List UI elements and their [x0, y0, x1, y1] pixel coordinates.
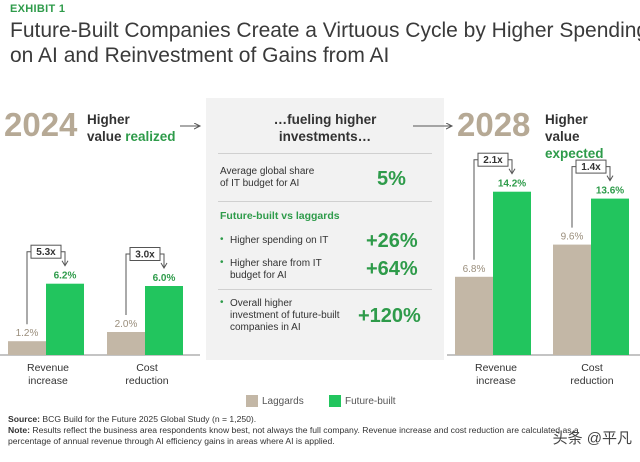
left-cat-1: Revenue increase — [0, 362, 96, 388]
left-desc-realized: realized — [125, 129, 176, 144]
left-cat-1-line2: increase — [28, 375, 68, 387]
item-2-line1: Higher share from IT — [230, 258, 322, 269]
legend-label-future-built: Future-built — [345, 396, 396, 407]
watermark-text: 头条 @平凡 — [552, 430, 632, 447]
item-3-line2: investment of future-built — [230, 310, 340, 321]
left-label-laggards-1: 1.2% — [16, 328, 39, 339]
left-cat-2-line1: Cost — [136, 362, 158, 374]
right-desc-value: value — [545, 129, 580, 144]
right-cat-2: Cost reduction — [544, 362, 640, 388]
left-bar-future-built-1 — [46, 283, 84, 355]
left-multiplier-box-1 — [30, 244, 62, 259]
item-3-value: +120% — [358, 305, 421, 327]
left-bar-future-built-2 — [145, 286, 183, 355]
left-multiplier-label-1: 5.3x — [36, 247, 56, 258]
right-label-laggards-1: 6.8% — [463, 264, 486, 275]
middle-head-line1: …fueling higher — [273, 112, 377, 127]
title-line-1: Future-Built Companies Create a Virtuous… — [10, 19, 640, 42]
avg-share-label: Average global share of IT budget for AI — [220, 166, 314, 190]
right-bar-future-built-1 — [493, 191, 531, 355]
left-bar-laggards-2 — [107, 332, 145, 355]
right-multiplier-label-1: 2.1x — [483, 155, 503, 166]
item-2-value: +64% — [366, 258, 418, 280]
middle-divider-3 — [218, 289, 432, 290]
right-multiplier-box-1 — [477, 152, 509, 167]
right-bar-laggards-2 — [553, 244, 591, 355]
middle-divider-1 — [218, 153, 432, 154]
avg-share-value: 5% — [377, 168, 406, 190]
right-cat-1: Revenue increase — [448, 362, 544, 388]
footer-note: Note: Results reflect the business area … — [0, 425, 640, 436]
left-cat-1-line1: Revenue — [26, 362, 70, 374]
footer: Source: BCG Build for the Future 2025 Gl… — [0, 414, 640, 447]
right-cat-2-line2: reduction — [570, 375, 614, 387]
chart-title: Future-Built Companies Create a Virtuous… — [10, 18, 640, 68]
item-2-line2: budget for AI — [230, 270, 287, 281]
right-cat-1-line1: Revenue — [474, 362, 518, 374]
left-multiplier-box-2 — [129, 247, 161, 261]
avg-share-line2: of IT budget for AI — [220, 178, 300, 189]
right-multiplier-box-2 — [575, 159, 607, 174]
bullet-icon: • — [220, 257, 224, 268]
right-bar-laggards-1 — [455, 276, 493, 355]
middle-panel-header: …fueling higher investments… — [206, 111, 444, 145]
left-panel-desc: Higher value realized — [87, 111, 176, 145]
right-multiplier-arrow-2 — [606, 175, 614, 182]
item-3-label: Overall higher investment of future-buil… — [230, 298, 340, 334]
right-bar-future-built-2 — [591, 198, 629, 355]
item-3-line3: companies in AI — [230, 322, 301, 333]
avg-share-line1: Average global share — [220, 166, 315, 177]
right-desc-line1: Higher — [545, 112, 588, 127]
left-label-future-built-2: 6.0% — [153, 273, 176, 284]
bullet-icon: • — [220, 234, 224, 245]
item-1-line1: Higher spending on IT — [230, 235, 329, 246]
middle-panel — [206, 98, 444, 360]
section-title: Future-built vs laggards — [220, 210, 340, 222]
legend-swatch-future-built — [329, 395, 341, 407]
title-line-2: on AI and Reinvestment of Gains from AI — [10, 44, 390, 67]
item-3-line1: Overall higher — [230, 298, 293, 309]
left-label-laggards-2: 2.0% — [115, 319, 138, 330]
left-desc-value: value — [87, 129, 126, 144]
item-2-label: Higher share from IT budget for AI — [230, 258, 322, 282]
right-cat-1-line2: increase — [476, 375, 516, 387]
year-2028: 2028 — [457, 106, 531, 143]
bullet-icon: • — [220, 297, 224, 308]
right-panel-desc: Higher value expected — [545, 111, 640, 162]
right-cat-2-line1: Cost — [581, 362, 603, 374]
footer-note-line2: percentage of annual revenue through AI … — [8, 436, 335, 446]
left-multiplier-arrow-1 — [61, 260, 69, 267]
left-label-future-built-1: 6.2% — [54, 271, 77, 282]
item-1-label: Higher spending on IT — [230, 235, 328, 247]
left-desc-line1: Higher — [87, 112, 130, 127]
year-2024: 2024 — [4, 106, 78, 143]
middle-head-line2: investments… — [278, 129, 372, 144]
source-text: BCG Build for the Future 2025 Global Stu… — [40, 414, 257, 424]
exhibit-label: EXHIBIT 1 — [10, 3, 66, 15]
right-multiplier-arrow-1 — [508, 168, 516, 175]
legend-label-laggards: Laggards — [262, 396, 304, 407]
right-label-future-built-2: 13.6% — [596, 186, 624, 197]
left-cat-2: Cost reduction — [98, 362, 196, 388]
right-label-laggards-2: 9.6% — [561, 232, 584, 243]
source-label: Source: — [8, 414, 40, 424]
middle-divider-2 — [218, 201, 432, 202]
note-text: Results reflect the business area respon… — [29, 425, 579, 435]
right-desc-expected: expected — [545, 146, 604, 161]
left-cat-2-line2: reduction — [125, 375, 169, 387]
footer-source: Source: BCG Build for the Future 2025 Gl… — [0, 414, 640, 425]
note-label: Note: — [8, 425, 30, 435]
item-1-value: +26% — [366, 230, 418, 252]
left-bar-laggards-1 — [8, 341, 46, 355]
right-label-future-built-1: 14.2% — [498, 179, 526, 190]
left-multiplier-label-2: 3.0x — [135, 250, 155, 261]
right-multiplier-label-2: 1.4x — [581, 162, 601, 173]
legend-swatch-laggards — [246, 395, 258, 407]
left-multiplier-arrow-2 — [160, 262, 168, 269]
